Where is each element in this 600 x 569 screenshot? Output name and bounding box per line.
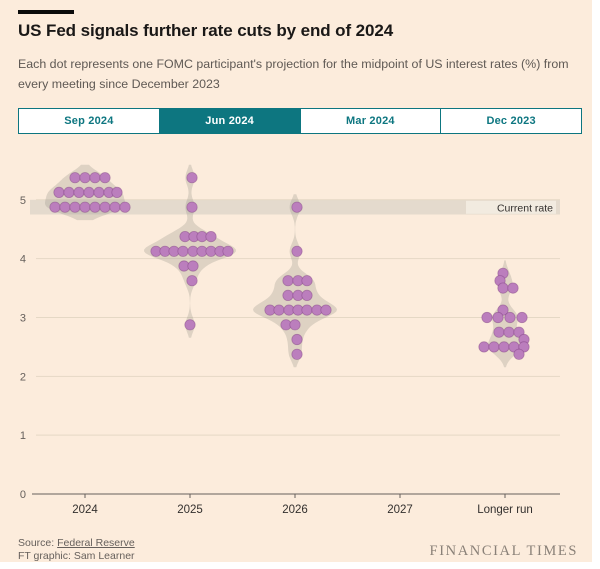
projection-dot — [291, 348, 303, 360]
tab-sep-2024[interactable]: Sep 2024 — [18, 108, 160, 134]
projection-dot — [222, 245, 234, 257]
projection-dot — [513, 348, 525, 360]
projection-dot — [320, 304, 332, 316]
projection-dot — [497, 304, 509, 316]
projection-dot — [73, 186, 85, 199]
projection-dot — [481, 311, 493, 324]
projection-dot — [513, 326, 525, 338]
projection-dot — [79, 172, 91, 184]
projection-dot — [518, 341, 530, 353]
projection-dot — [186, 172, 198, 184]
projection-dot — [184, 319, 196, 331]
current-rate-label-bg — [466, 200, 556, 214]
y-axis-tick-label: 3 — [20, 312, 26, 324]
x-axis-category-label: 2026 — [282, 504, 308, 516]
tab-jun-2024[interactable]: Jun 2024 — [158, 108, 301, 134]
dot-plot-chart: 0 1 2 3 4 5 Current rate 2024 2025 2026 2027 Longer… — [20, 164, 560, 516]
y-axis-tick-label: 5 — [20, 195, 26, 207]
projection-dot — [186, 201, 198, 213]
projection-dot — [478, 341, 490, 353]
projection-dot — [59, 201, 71, 213]
projection-dot — [89, 201, 101, 213]
x-axis-category-label: 2025 — [177, 504, 203, 516]
projection-dot — [89, 172, 101, 184]
chart-subtitle: Each dot represents one FOMC participant… — [18, 57, 569, 92]
x-axis-category-label: 2024 — [72, 504, 98, 516]
y-axis-tick-label: 2 — [20, 371, 26, 383]
source-note: Source: Federal Reserve FT graphic: Sam … — [18, 537, 135, 562]
projection-dot — [187, 260, 199, 272]
tab-mar-2024[interactable]: Mar 2024 — [299, 108, 442, 134]
projection-dot — [83, 186, 95, 199]
projection-dot — [49, 201, 61, 213]
projection-dot — [93, 186, 105, 199]
meeting-tab-bar: Sep 2024 Jun 2024 Mar 2024 Dec 2023 — [18, 108, 582, 134]
projection-dot — [282, 275, 294, 287]
projection-dot — [119, 201, 131, 213]
projection-dot — [291, 201, 303, 213]
projection-dot — [492, 311, 504, 324]
projection-dot — [301, 275, 313, 287]
projection-dot — [301, 289, 313, 301]
projection-dot — [289, 319, 301, 331]
projection-dot — [63, 186, 75, 199]
projection-dot — [498, 341, 510, 353]
projection-dot — [291, 245, 303, 257]
projection-dot — [99, 172, 111, 184]
projection-dot — [186, 275, 198, 287]
projection-dot — [79, 201, 91, 213]
ft-logo-text: FINANCIAL TIMES — [429, 543, 578, 559]
title-accent-bar — [18, 10, 74, 14]
projection-dot — [493, 326, 505, 338]
y-axis-tick-label: 1 — [20, 430, 26, 442]
x-axis-category-label: Longer run — [477, 504, 533, 516]
projection-dot — [205, 231, 217, 243]
projection-dot — [301, 304, 313, 316]
x-axis-category-label: 2027 — [387, 504, 413, 516]
projection-dot — [111, 186, 123, 199]
projection-dot — [109, 201, 121, 213]
projection-dot — [516, 311, 528, 324]
projection-dot — [273, 304, 285, 316]
projection-dot — [69, 172, 81, 184]
source-label: Source: — [18, 537, 55, 549]
projection-dot — [488, 341, 500, 353]
y-axis-tick-label: 4 — [20, 254, 26, 266]
current-rate-label: Current rate — [497, 202, 553, 214]
y-axis-tick-label: 0 — [20, 489, 26, 501]
projection-dot — [497, 282, 509, 294]
credit-line: FT graphic: Sam Learner — [18, 550, 135, 562]
projection-dot — [282, 289, 294, 301]
projection-dot — [69, 201, 81, 213]
source-link[interactable]: Federal Reserve — [57, 537, 135, 549]
projection-dot — [53, 186, 65, 199]
projection-dot — [177, 245, 189, 257]
projection-dot — [507, 282, 519, 294]
page-title: US Fed signals further rate cuts by end … — [18, 21, 394, 40]
projection-dot — [291, 333, 303, 346]
projection-dot — [99, 201, 111, 213]
projection-dot — [504, 311, 516, 324]
tab-dec-2023[interactable]: Dec 2023 — [440, 108, 582, 134]
projection-dot — [503, 326, 515, 338]
ft-chart-panel: US Fed signals further rate cuts by end … — [0, 0, 592, 562]
